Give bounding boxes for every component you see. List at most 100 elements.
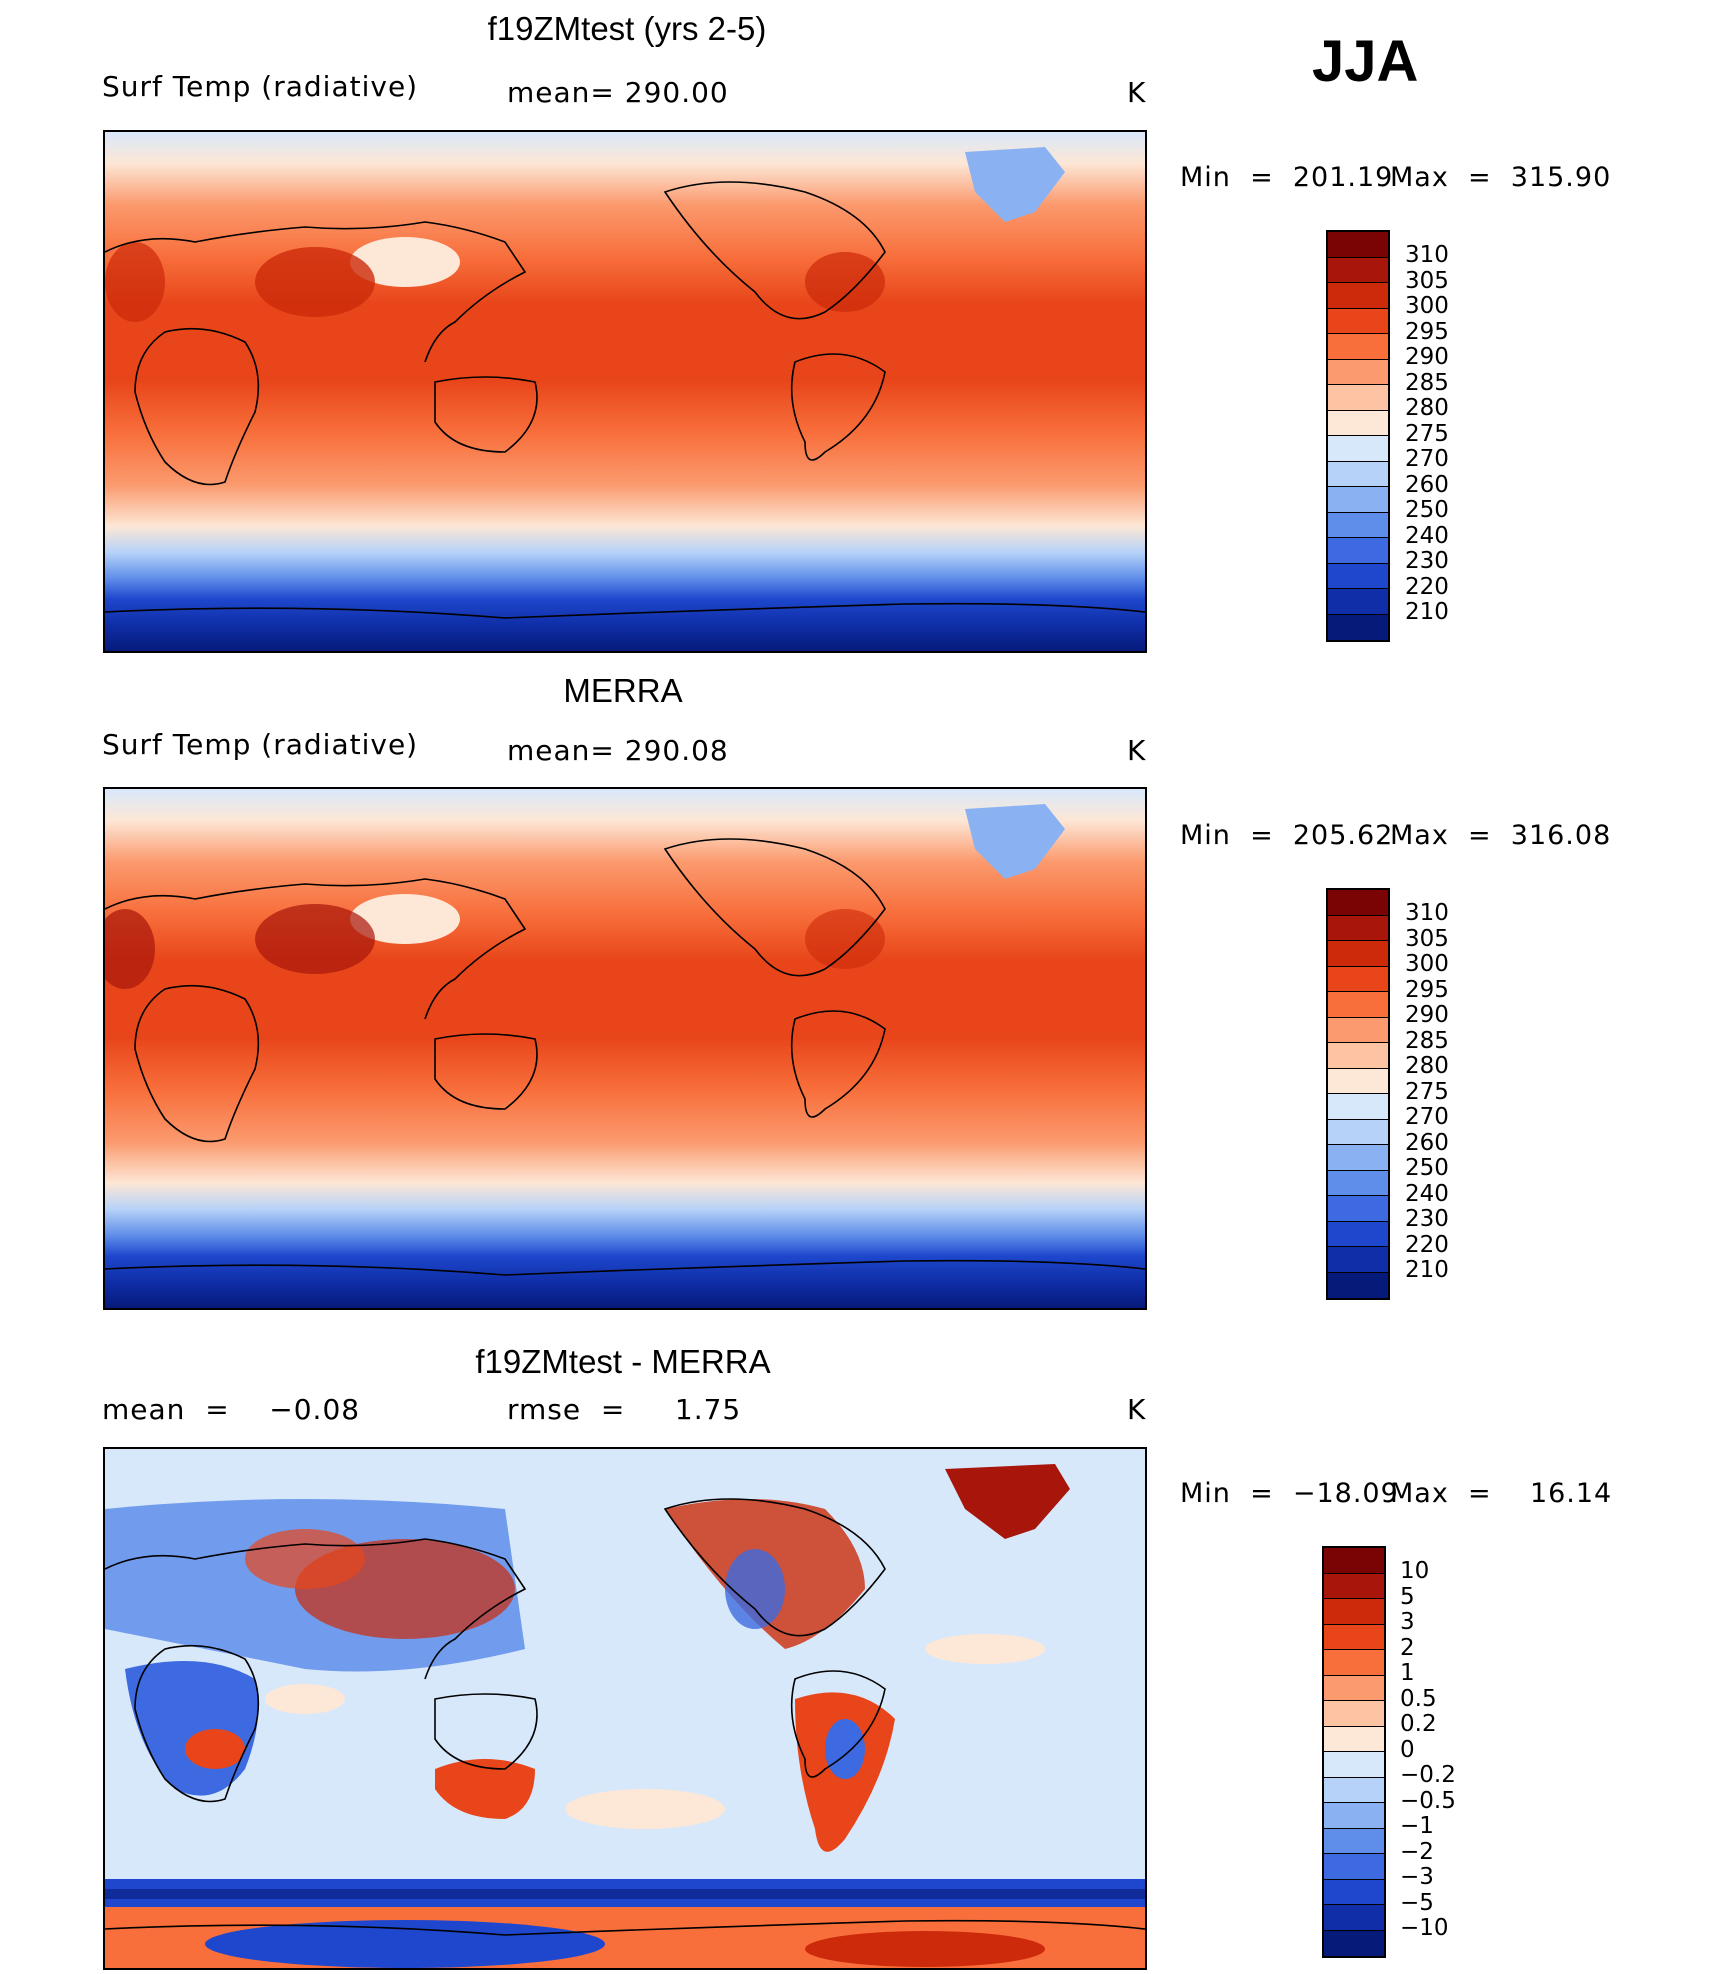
panel-2-colorbar-ticks: 310 305 300 295 290 285 280 275 270 260 250 240 230 2… bbox=[1405, 900, 1485, 1284]
colorbar-tick-label: 310 bbox=[1405, 242, 1449, 268]
colorbar-segment bbox=[1324, 1599, 1384, 1625]
colorbar-segment bbox=[1328, 512, 1388, 538]
colorbar-tick-label: 220 bbox=[1405, 1231, 1449, 1258]
colorbar-tick-label: 305 bbox=[1405, 267, 1449, 294]
colorbar-tick-label: 275 bbox=[1405, 1078, 1449, 1105]
panel-3-rmse-label: rmse = 1.75 bbox=[507, 1393, 742, 1426]
panel-1-variable-label: Surf Temp (radiative) bbox=[102, 70, 419, 103]
panel-3-max-label: Max = 16.14 bbox=[1390, 1478, 1613, 1509]
colorbar-segment bbox=[1328, 1068, 1388, 1094]
colorbar-segment bbox=[1328, 992, 1388, 1018]
colorbar-segment bbox=[1328, 966, 1388, 992]
colorbar-segment bbox=[1328, 461, 1388, 487]
colorbar-segment bbox=[1324, 1548, 1384, 1574]
panel-1-min-label: Min = 201.19 bbox=[1180, 162, 1394, 193]
colorbar-segment bbox=[1328, 1196, 1388, 1222]
colorbar-segment bbox=[1328, 1145, 1388, 1171]
colorbar-tick-label: 285 bbox=[1405, 1027, 1449, 1054]
colorbar-segment bbox=[1324, 1777, 1384, 1803]
panel-2-max-label: Max = 316.08 bbox=[1390, 820, 1612, 851]
colorbar-segment bbox=[1328, 563, 1388, 589]
difference-map bbox=[105, 1449, 1145, 1968]
panel-2-units: K bbox=[1127, 734, 1147, 767]
colorbar-tick-label: 0.5 bbox=[1400, 1685, 1437, 1712]
colorbar-segment bbox=[1328, 410, 1388, 436]
panel-2-map bbox=[103, 787, 1147, 1310]
colorbar-tick-label: 10 bbox=[1400, 1558, 1430, 1584]
colorbar-segment bbox=[1324, 1650, 1384, 1676]
colorbar-tick-label: 300 bbox=[1405, 293, 1449, 319]
season-label: JJA bbox=[1312, 29, 1419, 94]
colorbar-segment bbox=[1328, 941, 1388, 967]
colorbar-segment bbox=[1324, 1701, 1384, 1727]
colorbar-tick-label: 230 bbox=[1405, 1206, 1449, 1232]
colorbar-segment bbox=[1324, 1726, 1384, 1752]
colorbar-segment bbox=[1328, 283, 1388, 309]
colorbar-segment bbox=[1328, 359, 1388, 385]
panel-2-min-label: Min = 205.62 bbox=[1180, 820, 1394, 851]
panel-1-map bbox=[103, 130, 1147, 653]
colorbar-tick-label: −0.5 bbox=[1400, 1787, 1456, 1814]
colorbar-segment bbox=[1324, 1675, 1384, 1701]
colorbar-tick-label: −10 bbox=[1400, 1915, 1449, 1941]
model-surface-temperature-map bbox=[105, 132, 1145, 651]
colorbar-tick-label: 210 bbox=[1405, 1257, 1449, 1283]
colorbar-segment bbox=[1328, 1170, 1388, 1196]
colorbar-tick-label: 280 bbox=[1405, 1053, 1449, 1079]
colorbar-tick-label: 270 bbox=[1405, 446, 1449, 472]
colorbar-tick-label: −0.2 bbox=[1400, 1762, 1456, 1788]
panel-1-max-label: Max = 315.90 bbox=[1390, 162, 1612, 193]
colorbar-tick-label: 1 bbox=[1400, 1660, 1415, 1686]
colorbar-segment bbox=[1324, 1828, 1384, 1854]
colorbar-segment bbox=[1328, 232, 1388, 258]
colorbar-segment bbox=[1324, 1752, 1384, 1778]
colorbar-segment bbox=[1328, 1247, 1388, 1273]
colorbar-segment bbox=[1328, 487, 1388, 513]
colorbar-tick-label: 5 bbox=[1400, 1583, 1415, 1610]
colorbar-tick-label: −5 bbox=[1400, 1889, 1434, 1916]
colorbar-segment bbox=[1328, 1017, 1388, 1043]
panel-3-colorbar-ticks: 10 5 3 2 1 0.5 0.2 0 −0.2 −0.5 −1 −2 −3 −5 −10 bbox=[1400, 1558, 1490, 1942]
colorbar-segment bbox=[1328, 436, 1388, 462]
panel-2-title: MERRA bbox=[563, 672, 683, 709]
colorbar-segment bbox=[1324, 1854, 1384, 1880]
colorbar-tick-label: 260 bbox=[1405, 471, 1449, 498]
colorbar-segment bbox=[1324, 1905, 1384, 1931]
colorbar-segment bbox=[1328, 1043, 1388, 1069]
colorbar-tick-label: 295 bbox=[1405, 976, 1449, 1003]
colorbar-tick-label: 260 bbox=[1405, 1129, 1449, 1156]
panel-2-colorbar bbox=[1326, 888, 1390, 1300]
colorbar-tick-label: 295 bbox=[1405, 318, 1449, 345]
colorbar-segment bbox=[1328, 1221, 1388, 1247]
colorbar-segment bbox=[1328, 334, 1388, 360]
colorbar-tick-label: 250 bbox=[1405, 497, 1449, 523]
colorbar-tick-label: 230 bbox=[1405, 548, 1449, 574]
panel-3-units: K bbox=[1127, 1393, 1147, 1426]
colorbar-segment bbox=[1324, 1803, 1384, 1829]
colorbar-tick-label: 290 bbox=[1405, 1002, 1449, 1028]
colorbar-segment bbox=[1324, 1879, 1384, 1905]
colorbar-tick-label: 0 bbox=[1400, 1736, 1415, 1763]
colorbar-tick-label: 240 bbox=[1405, 1180, 1449, 1207]
panel-3-map bbox=[103, 1447, 1147, 1970]
colorbar-segment bbox=[1328, 589, 1388, 615]
panel-2-mean-label: mean= 290.08 bbox=[507, 734, 729, 767]
colorbar-segment bbox=[1324, 1930, 1384, 1956]
colorbar-segment bbox=[1328, 1094, 1388, 1120]
panel-2-variable-label: Surf Temp (radiative) bbox=[102, 728, 419, 761]
panel-3-min-label: Min = −18.09 bbox=[1180, 1478, 1399, 1509]
colorbar-tick-label: 240 bbox=[1405, 522, 1449, 549]
colorbar-tick-label: 300 bbox=[1405, 951, 1449, 977]
colorbar-tick-label: −2 bbox=[1400, 1838, 1434, 1865]
colorbar-tick-label: 220 bbox=[1405, 573, 1449, 600]
colorbar-tick-label: 280 bbox=[1405, 395, 1449, 421]
colorbar-segment bbox=[1328, 915, 1388, 941]
colorbar-tick-label: 3 bbox=[1400, 1609, 1415, 1635]
panel-1-title: f19ZMtest (yrs 2-5) bbox=[487, 10, 767, 47]
panel-3-title: f19ZMtest - MERRA bbox=[475, 1343, 771, 1380]
colorbar-tick-label: 210 bbox=[1405, 599, 1449, 625]
colorbar-tick-label: −3 bbox=[1400, 1864, 1434, 1890]
colorbar-segment bbox=[1324, 1573, 1384, 1599]
colorbar-tick-label: 2 bbox=[1400, 1634, 1415, 1661]
panel-1-colorbar-ticks: 310 305 300 295 290 285 280 275 270 260 250 240 230 2… bbox=[1405, 242, 1485, 626]
